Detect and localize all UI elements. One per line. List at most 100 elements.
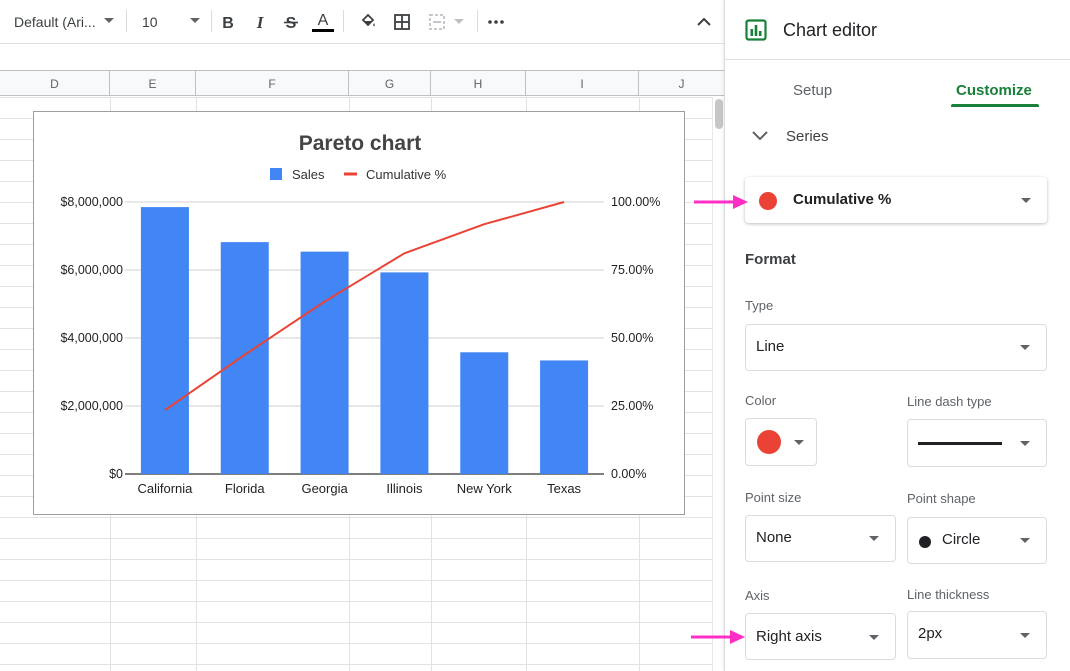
font-family-select[interactable]: Default (Ari...: [0, 0, 120, 43]
type-value: Line: [756, 338, 785, 355]
left-tick-label: $6,000,000: [60, 263, 123, 277]
x-tick-label: California: [137, 481, 193, 496]
toolbar-divider: [126, 10, 127, 32]
column-header-f[interactable]: F: [196, 71, 349, 96]
svg-text:B: B: [222, 15, 234, 30]
sales-bar: [460, 352, 509, 474]
text-color-button[interactable]: A: [310, 0, 336, 43]
right-tick-label: 100.00%: [611, 195, 660, 209]
series-section-toggle[interactable]: Series: [725, 118, 1070, 154]
legend-label-cumulative: Cumulative %: [366, 167, 447, 182]
line-thickness-select[interactable]: 2px: [907, 611, 1047, 659]
borders-button[interactable]: [389, 0, 415, 43]
legend-swatch-sales: [270, 168, 282, 180]
vertical-scrollbar[interactable]: [712, 97, 724, 671]
x-tick-label: New York: [457, 481, 512, 496]
tab-customize[interactable]: Customize: [956, 82, 1032, 99]
strikethrough-button[interactable]: S: [278, 0, 304, 43]
borders-icon: [394, 13, 410, 30]
chevron-down-icon: [1020, 538, 1030, 543]
font-size-value: 10: [142, 13, 158, 30]
bold-icon: B: [222, 15, 234, 30]
line-dash-label: Line dash type: [907, 394, 992, 409]
point-shape-value: Circle: [942, 531, 981, 548]
color-picker[interactable]: [745, 418, 817, 466]
tab-setup[interactable]: Setup: [793, 82, 833, 99]
chevron-down-icon: [1020, 633, 1030, 638]
chevron-down-icon: [1020, 345, 1030, 350]
color-label: Color: [745, 393, 777, 408]
strikethrough-icon: S: [284, 15, 298, 30]
x-tick-label: Texas: [547, 481, 581, 496]
svg-text:A: A: [318, 12, 329, 29]
left-tick-label: $8,000,000: [60, 195, 123, 209]
series-color-dot: [759, 192, 777, 210]
chevron-down-icon: [752, 131, 768, 141]
merge-cells-icon: [429, 13, 445, 30]
toolbar-divider: [477, 10, 478, 32]
circle-icon: [919, 536, 931, 548]
column-header-h[interactable]: H: [431, 71, 526, 96]
column-header-j[interactable]: J: [678, 76, 685, 91]
column-header-i[interactable]: I: [526, 71, 639, 96]
annotation-arrow-icon: [691, 630, 745, 644]
left-tick-label: $0: [109, 467, 123, 481]
text-color-icon: A: [312, 12, 334, 32]
collapse-toolbar-button[interactable]: [691, 0, 717, 43]
sales-bar: [220, 242, 269, 474]
panel-title: Chart editor: [783, 20, 878, 40]
format-heading: Format: [745, 251, 796, 268]
chevron-down-icon: [869, 536, 879, 541]
chart-canvas: Pareto chart Sales Cumulative % $0 $2,000,…: [60, 132, 660, 496]
editor-tabs: Setup Customize: [725, 60, 1070, 110]
point-shape-select[interactable]: Circle: [907, 517, 1047, 564]
line-thickness-value: 2px: [918, 625, 943, 642]
type-select[interactable]: Line: [745, 324, 1047, 371]
x-tick-label: Florida: [225, 481, 266, 496]
paint-bucket-icon: [361, 13, 375, 26]
point-shape-label: Point shape: [907, 491, 976, 506]
left-tick-label: $4,000,000: [60, 331, 123, 345]
chevron-down-icon: [1021, 198, 1031, 203]
chevron-down-icon: [190, 18, 200, 23]
column-header-g[interactable]: G: [349, 71, 431, 96]
italic-button[interactable]: I: [247, 0, 273, 43]
column-header-d[interactable]: D: [0, 71, 110, 96]
chevron-down-icon: [794, 440, 804, 445]
type-label: Type: [745, 298, 774, 313]
right-tick-label: 25.00%: [611, 399, 653, 413]
axis-select[interactable]: Right axis: [745, 613, 896, 660]
x-axis-labels: California Florida Georgia Illinois New York…: [137, 481, 581, 496]
point-size-select[interactable]: None: [745, 515, 896, 562]
fill-color-button[interactable]: [355, 0, 381, 43]
left-tick-label: $2,000,000: [60, 399, 123, 413]
cumulative-series-line: [164, 201, 565, 411]
series-select[interactable]: Cumulative %: [745, 177, 1047, 223]
sales-bar: [380, 272, 429, 474]
more-horizontal-icon: [488, 19, 504, 24]
column-headers: D E F G H I J: [0, 70, 724, 96]
toolbar-divider: [211, 10, 212, 32]
more-options-button[interactable]: [483, 0, 509, 43]
bold-button[interactable]: B: [215, 0, 241, 43]
line-dash-select[interactable]: [907, 419, 1047, 467]
font-family-value: Default (Ari...: [14, 13, 96, 30]
chart-editor-panel: Chart editor Setup Customize Series Cumu…: [724, 0, 1070, 671]
point-size-value: None: [756, 529, 792, 546]
merge-cells-button[interactable]: [421, 0, 471, 43]
font-size-select[interactable]: 10: [138, 0, 206, 43]
line-thickness-label: Line thickness: [907, 587, 990, 602]
sales-bar: [140, 207, 189, 474]
toolbar-divider: [343, 10, 344, 32]
chevron-down-icon: [104, 18, 114, 23]
chevron-up-icon: [697, 17, 711, 26]
legend-label-sales: Sales: [292, 167, 325, 182]
active-tab-indicator: [951, 104, 1039, 107]
scrollbar-thumb[interactable]: [715, 99, 723, 129]
column-header-e[interactable]: E: [110, 71, 196, 96]
chevron-down-icon: [454, 19, 464, 24]
pareto-chart[interactable]: Pareto chart Sales Cumulative % $0 $2,000,…: [33, 111, 685, 515]
axis-value: Right axis: [756, 628, 822, 645]
sales-bar: [300, 251, 349, 474]
annotation-arrow-icon: [694, 195, 748, 209]
